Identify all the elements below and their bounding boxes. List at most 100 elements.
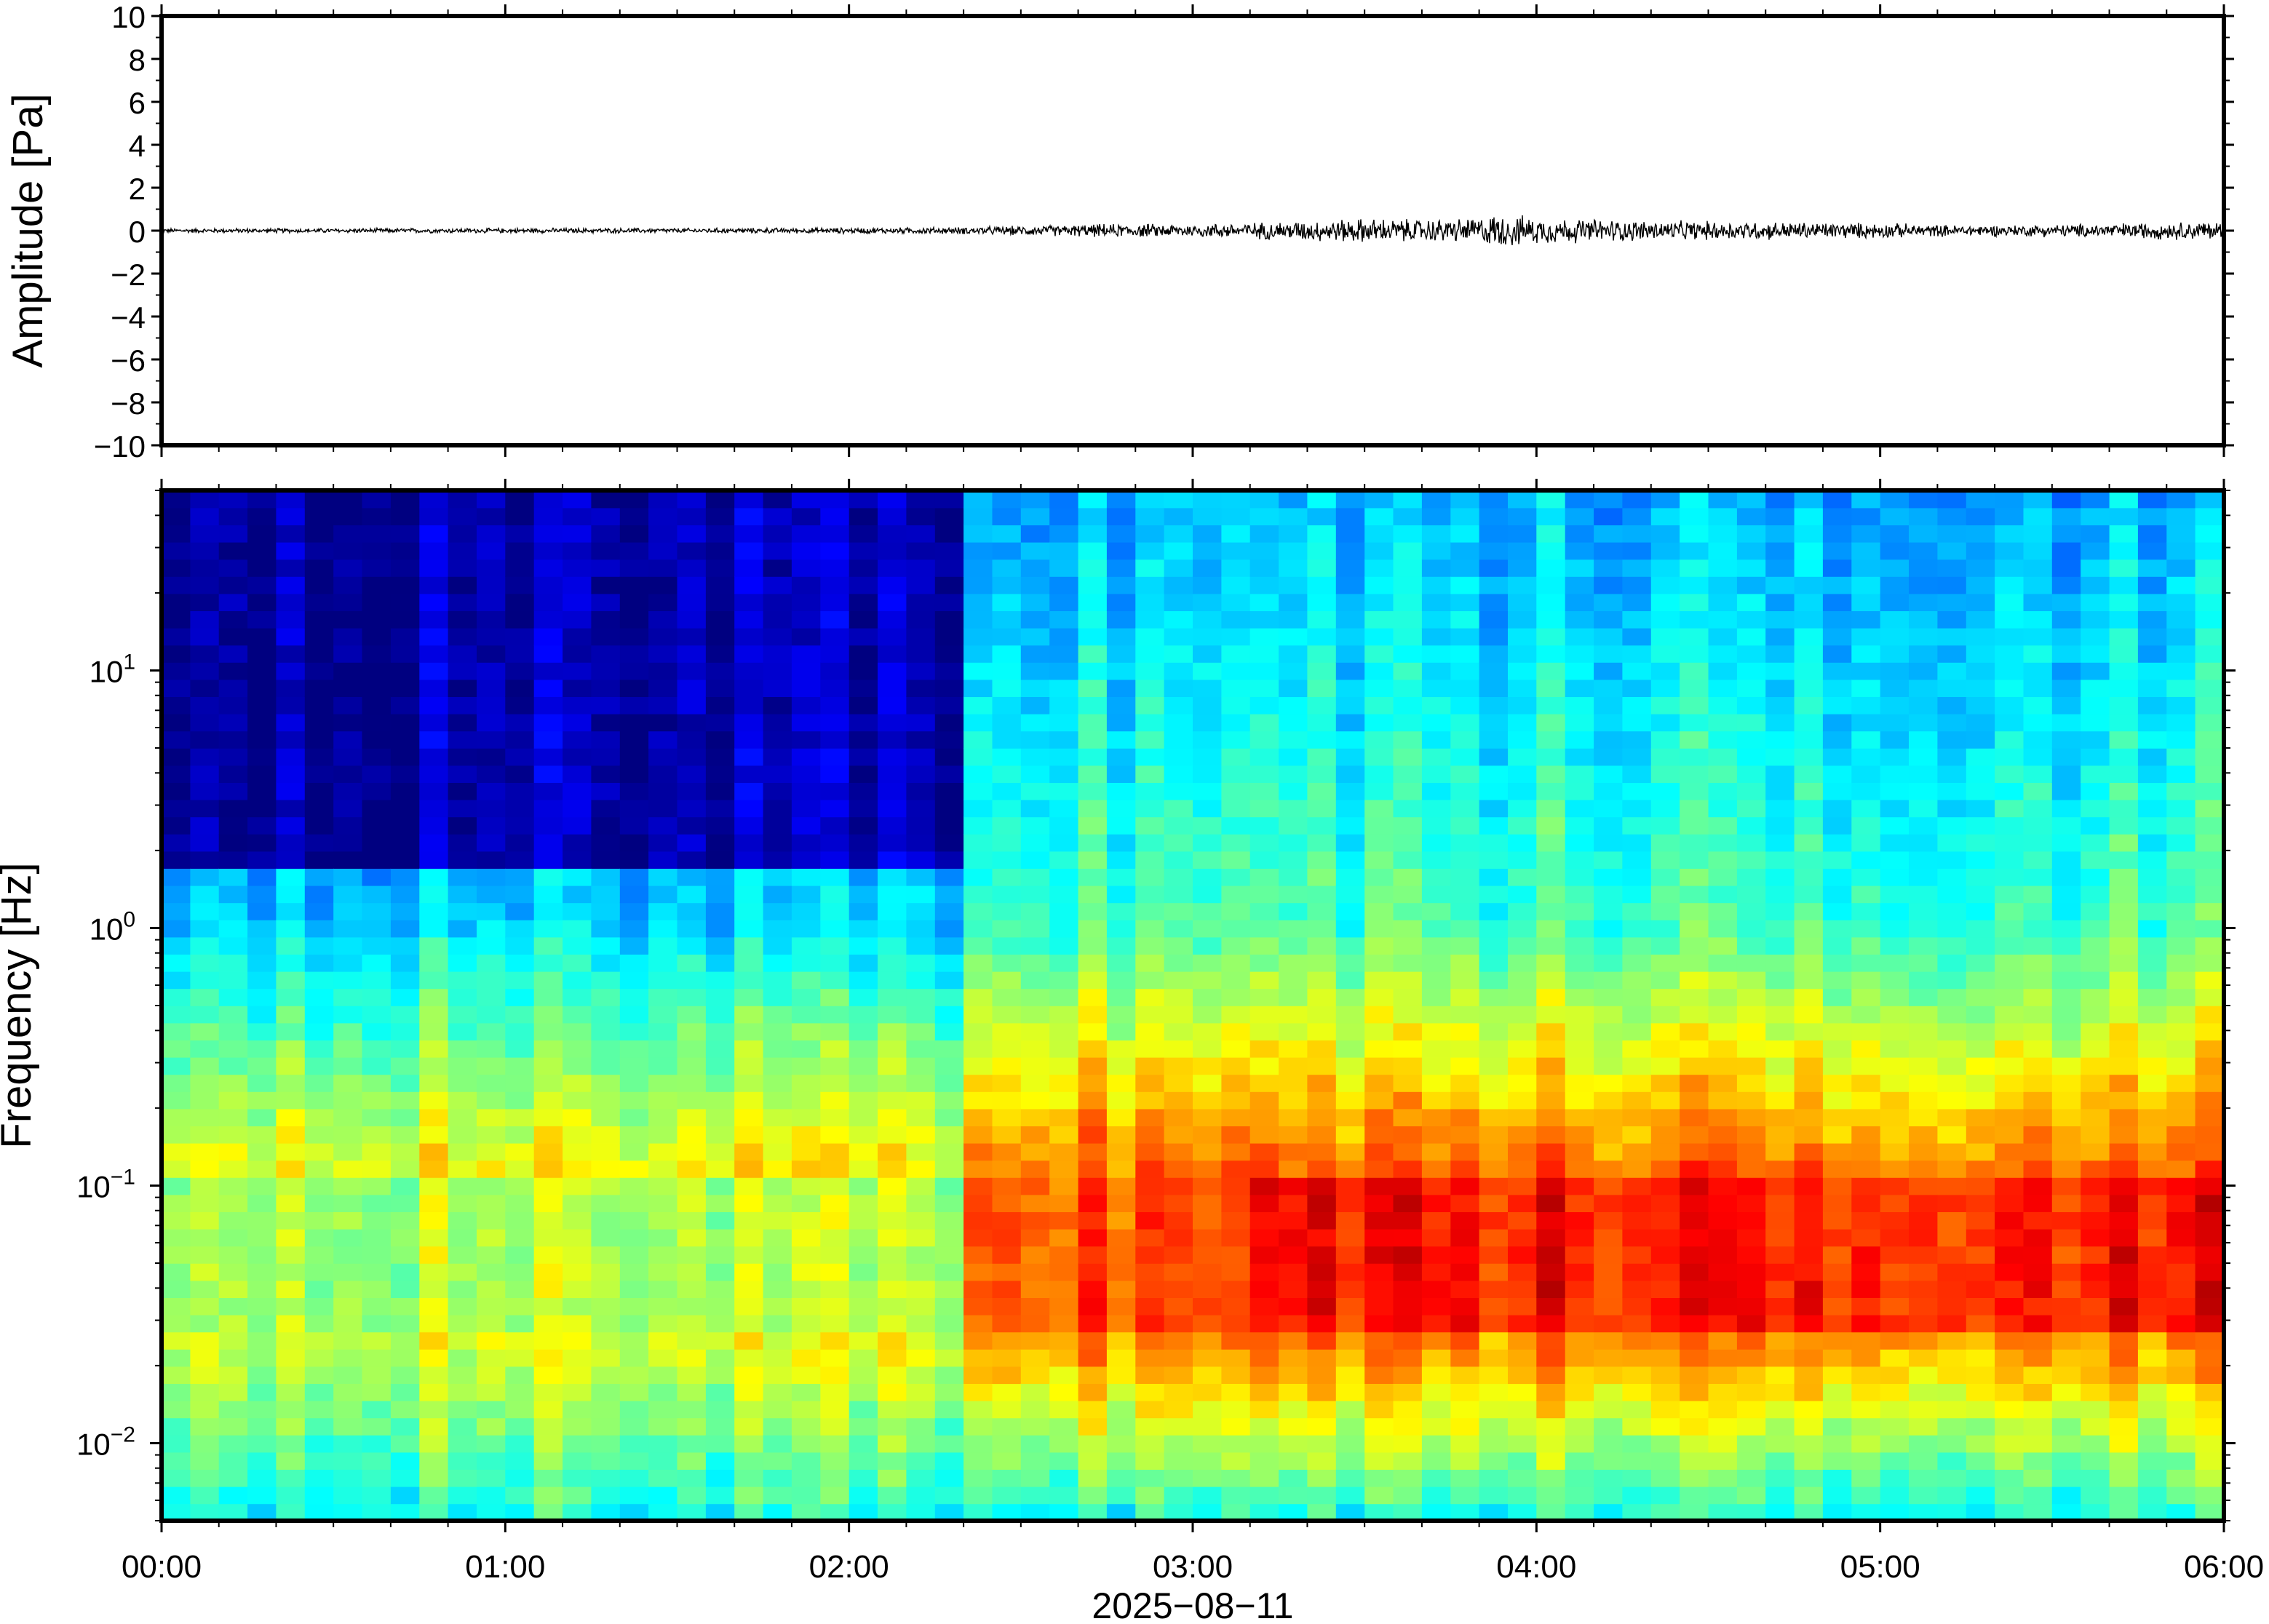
spectrogram-cell (1164, 988, 1193, 1006)
spectrogram-cell (1680, 507, 1709, 525)
spectrogram-cell (1995, 1469, 2024, 1487)
spectrogram-cell (2051, 1246, 2081, 1264)
spectrogram-cell (247, 559, 277, 577)
spectrogram-cell (2051, 1074, 2081, 1092)
spectrogram-cell (1851, 920, 1881, 938)
spectrogram-cell (1364, 645, 1394, 663)
spectrogram-cell (1909, 1126, 1939, 1144)
spectrogram-cell (2081, 576, 2110, 594)
spectrogram-cell (1307, 1435, 1337, 1453)
spectrogram-cell (1650, 1056, 1680, 1075)
spectrogram-cell (963, 885, 993, 904)
spectrogram-cell (448, 559, 477, 577)
spectrogram-cell (1822, 525, 1853, 543)
spectrogram-cell (1765, 1177, 1795, 1195)
spectrogram-cell (247, 1074, 277, 1092)
spectrogram-cell (1193, 799, 1223, 818)
spectrogram-cell (2195, 1349, 2225, 1367)
spectrogram-cell (162, 1435, 191, 1453)
spectrogram-cell (1020, 1056, 1050, 1075)
spectrogram-cell (849, 971, 878, 990)
spectrogram-cell (2051, 851, 2081, 869)
spectrogram-cell (1335, 851, 1365, 869)
spectrogram-cell (591, 627, 621, 646)
spectrogram-cell (591, 954, 621, 972)
spectrogram-cell (448, 696, 477, 715)
spectrogram-cell (247, 1022, 277, 1040)
spectrogram-cell (1135, 1452, 1165, 1470)
spectrogram-cell (1221, 731, 1251, 749)
spectrogram-cell (763, 1297, 792, 1315)
spectrogram-cell (1450, 1349, 1480, 1367)
spectrogram-cell (591, 1297, 621, 1315)
spectrogram-cell (992, 1194, 1022, 1212)
spectrogram-cell (1736, 627, 1767, 646)
spectrogram-cell (992, 1228, 1022, 1247)
spectrogram-cell (333, 662, 363, 680)
spectrogram-cell (190, 559, 220, 577)
spectrogram-cell (763, 1417, 792, 1436)
spectrogram-cell (1650, 920, 1680, 938)
spectrogram-cell (247, 1228, 277, 1247)
spectrogram-cell (677, 1280, 707, 1298)
spectrogram-cell (705, 902, 736, 920)
spectrogram-cell (419, 1091, 449, 1110)
spectrogram-cell (1106, 1074, 1137, 1092)
spectrogram-cell (1049, 1228, 1079, 1247)
spectrogram-cell (419, 1400, 449, 1419)
spectrogram-cell (1450, 748, 1480, 766)
spectrogram-cell (1364, 868, 1394, 886)
spectrogram-cell (2051, 645, 2081, 663)
spectrogram-cell (791, 662, 822, 680)
spectrogram-cell (1135, 1108, 1165, 1126)
spectrogram-cell (1279, 507, 1308, 525)
spectrogram-cell (533, 782, 563, 800)
spectrogram-cell (648, 1263, 678, 1281)
spectrogram-cell (1364, 1228, 1394, 1247)
spectrogram-cell (2137, 988, 2168, 1006)
spectrogram-cell (1909, 971, 1939, 990)
spectrogram-cell (1736, 1349, 1767, 1367)
spectrogram-cell (2051, 541, 2081, 560)
spectrogram-cell (1708, 627, 1738, 646)
spectrogram-cell (992, 1280, 1022, 1298)
spectrogram-cell (2166, 816, 2196, 835)
spectrogram-cell (1565, 1400, 1594, 1419)
spectrogram-cell (2081, 627, 2110, 646)
spectrogram-cell (1393, 1040, 1423, 1058)
spectrogram-cell (1594, 679, 1624, 697)
spectrogram-cell (2195, 1228, 2225, 1247)
spectrogram-cell (1680, 782, 1709, 800)
spectrogram-cell (1880, 1126, 1910, 1144)
spectrogram-cell (247, 885, 277, 904)
spectrogram-cell (1393, 1263, 1423, 1281)
spectrogram-cell (1736, 1177, 1767, 1195)
spectrogram-cell (849, 782, 878, 800)
spectrogram-cell (333, 868, 363, 886)
spectrogram-cell (533, 525, 563, 543)
spectrogram-cell (1680, 627, 1709, 646)
spectrogram-cell (1164, 1194, 1193, 1212)
spectrogram-cell (1909, 765, 1939, 783)
spectrogram-cell (992, 610, 1022, 629)
spectrogram-cell (1421, 748, 1452, 766)
spectrogram-cell (1421, 662, 1452, 680)
spectrogram-cell (162, 834, 191, 852)
spectrogram-cell (448, 593, 477, 611)
spectrogram-cell (2051, 593, 2081, 611)
spectrogram-cell (533, 1417, 563, 1436)
spectrogram-cell (2109, 1177, 2139, 1195)
spectrogram-cell (619, 507, 649, 525)
spectrogram-cell (1966, 1366, 1995, 1384)
spectrogram-cell (390, 1160, 421, 1178)
spectrogram-cell (1249, 1332, 1279, 1350)
spectrogram-cell (1135, 713, 1165, 732)
spectrogram-cell (1364, 1280, 1394, 1298)
spectrogram-cell (505, 645, 535, 663)
spectrogram-cell (1364, 816, 1394, 835)
spectrogram-cell (1794, 1503, 1824, 1521)
spectrogram-cell (304, 1211, 334, 1230)
spectrogram-cell (1680, 593, 1709, 611)
spectrogram-cell (591, 936, 621, 955)
spectrogram-cell (705, 1211, 736, 1230)
